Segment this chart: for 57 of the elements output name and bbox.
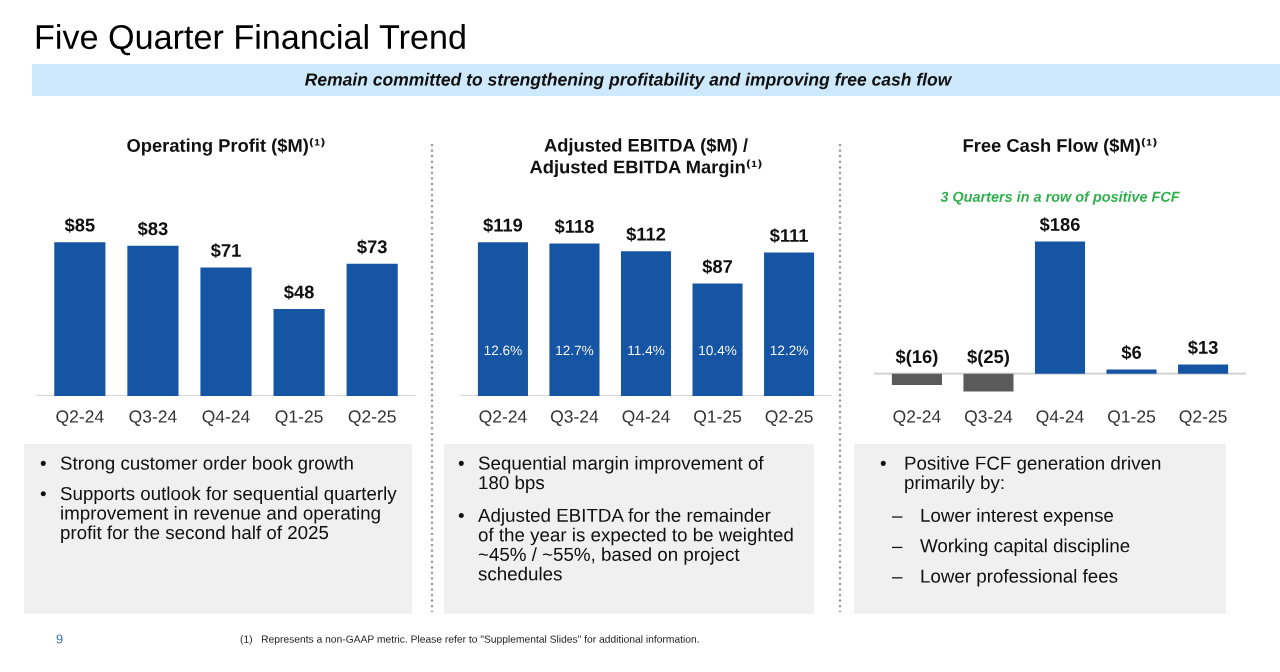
bar	[1034, 241, 1086, 374]
chart-title: Adjusted EBITDA ($M) / Adjusted EBITDA Margin⁽¹⁾	[530, 138, 762, 178]
text: • Supports outlook for sequential quarterly improvement in revenue and operating profit for the second half of 2025	[40, 486, 397, 543]
bar	[963, 373, 1014, 392]
x-tick-label: Q2-25	[348, 410, 396, 426]
text: – Working capital discipline	[892, 538, 1130, 557]
text: – Lower professional fees	[892, 569, 1118, 587]
bar	[549, 243, 600, 396]
bar	[54, 242, 106, 396]
text: – Lower interest expense	[892, 508, 1114, 526]
chart-title: Free Cash Flow ($M)⁽¹⁾	[963, 138, 1157, 156]
text: • Strong customer order book growth	[40, 456, 353, 474]
data-label: $83	[137, 221, 168, 237]
data-label: $6	[1121, 345, 1142, 361]
bar	[891, 373, 942, 386]
data-label: $71	[210, 243, 241, 259]
data-label: $13	[1188, 340, 1218, 356]
x-tick-label: Q3-24	[964, 410, 1013, 426]
data-label: $73	[357, 239, 387, 255]
bar	[273, 309, 325, 396]
x-tick-label: Q2-24	[56, 410, 104, 426]
bar	[200, 267, 252, 396]
text: Five Quarter Financial Trend	[36, 24, 465, 56]
text: Remain committed to strengthening profitability and improving free cash flow	[305, 72, 953, 90]
x-tick-label: Q2-24	[479, 410, 527, 426]
x-tick-label: Q4-24	[1036, 410, 1084, 426]
x-tick-label: Q1-25	[275, 410, 323, 426]
bar	[346, 263, 398, 396]
bar	[620, 251, 672, 396]
x-tick-label: Q4-24	[622, 410, 670, 426]
x-tick-label: Q3-24	[129, 410, 177, 426]
data-label: $186	[1039, 217, 1080, 233]
x-tick-label: Q1-25	[1108, 410, 1156, 426]
text: • Adjusted EBITDA for the remainder of the year is expected to be weighted ~45% / ~55%, based on project schedules	[458, 508, 793, 581]
data-label: $85	[64, 217, 95, 233]
data-label: $(16)	[895, 349, 938, 367]
data-label: $119	[483, 217, 523, 233]
data-label: $(25)	[967, 349, 1009, 367]
x-tick-label: Q4-24	[202, 410, 250, 426]
text: • Sequential margin improvement of 180 bps	[458, 456, 764, 493]
data-label: $48	[284, 284, 314, 300]
bar	[692, 283, 743, 396]
data-label: $87	[702, 259, 733, 275]
bar	[764, 252, 815, 396]
x-tick-label: Q2-24	[893, 410, 941, 426]
x-tick-label: Q1-25	[694, 410, 742, 426]
data-label: $118	[554, 219, 594, 235]
chart-title: Operating Profit ($M)⁽¹⁾	[127, 138, 325, 156]
x-tick-label: Q2-25	[1179, 410, 1227, 426]
data-label: $111	[769, 228, 808, 244]
text: • Positive FCF generation driven primarily by:	[880, 456, 1161, 493]
bar	[1178, 364, 1229, 374]
bar	[127, 245, 179, 396]
x-tick-label: Q3-24	[550, 410, 599, 426]
x-tick-label: Q2-25	[765, 410, 813, 426]
bar	[477, 242, 528, 396]
data-label: $112	[626, 226, 666, 242]
